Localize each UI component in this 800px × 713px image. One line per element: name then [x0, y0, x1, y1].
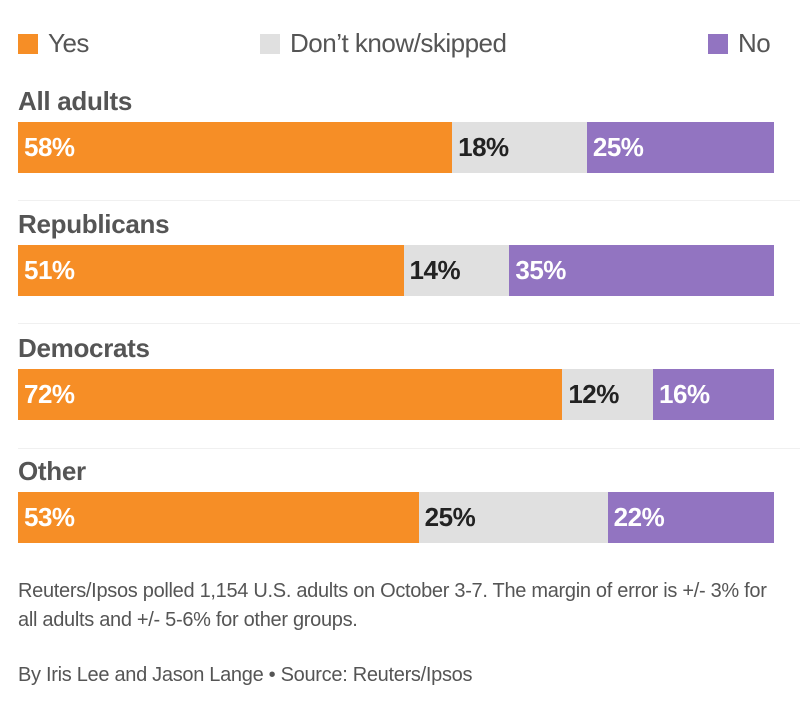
data-label: 25%: [424, 502, 476, 532]
legend-swatch-yes: [18, 33, 38, 54]
bar-segment-don-t-know-skipped: [403, 245, 510, 296]
legend-swatch-dont-know: [260, 33, 280, 54]
methodology-note: Reuters/Ipsos polled 1,154 U.S. adults o…: [18, 580, 767, 631]
bar-segment-yes: [18, 122, 453, 173]
data-label: 16%: [659, 379, 710, 409]
legend-label-yes: Yes: [48, 28, 89, 58]
group-other: Other 53% 25% 22%: [18, 454, 774, 543]
group-divider: [18, 200, 800, 201]
bar-segment-no: [509, 245, 774, 296]
data-label: 53%: [24, 502, 75, 532]
legend-item-dont-know: Don’t know/skipped: [260, 28, 507, 59]
bar-segment-no: [586, 122, 774, 173]
bar-segment-no: [607, 492, 774, 543]
byline: By Iris Lee and Jason Lange • Source: Re…: [18, 664, 473, 686]
group-all-adults: All adults 58% 18% 25%: [18, 84, 774, 173]
bar-segment-don-t-know-skipped: [562, 369, 654, 420]
group-democrats: Democrats 72% 12% 16%: [18, 331, 774, 420]
legend-swatch-no: [708, 33, 728, 54]
data-label: 14%: [409, 255, 461, 285]
bar-segment-yes: [18, 492, 419, 543]
data-label: 12%: [568, 379, 619, 409]
bar-segment-no: [653, 369, 774, 420]
stacked-bar: 72% 12% 16%: [18, 369, 774, 420]
legend: Yes Don’t know/skipped No: [18, 28, 774, 60]
legend-item-no: No: [708, 28, 771, 59]
stacked-bar: 58% 18% 25%: [18, 122, 774, 173]
bar-segment-don-t-know-skipped: [418, 492, 608, 543]
group-title: Republicans: [18, 209, 170, 239]
data-label: 51%: [24, 255, 75, 285]
data-label: 58%: [24, 132, 75, 162]
stacked-bar: 51% 14% 35%: [18, 245, 774, 296]
group-divider: [18, 448, 800, 449]
group-divider: [18, 323, 800, 324]
group-title: Democrats: [18, 333, 150, 363]
bar-segment-yes: [18, 245, 404, 296]
bar-segment-yes: [18, 369, 563, 420]
data-label: 35%: [515, 255, 566, 285]
legend-label-dont-know: Don’t know/skipped: [290, 28, 507, 58]
bar-segment-don-t-know-skipped: [452, 122, 587, 173]
data-label: 18%: [458, 132, 509, 162]
legend-label-no: No: [738, 28, 771, 58]
stacked-bar: 53% 25% 22%: [18, 492, 774, 543]
group-republicans: Republicans 51% 14% 35%: [18, 207, 774, 296]
group-title: All adults: [18, 86, 133, 116]
data-label: 25%: [592, 132, 644, 162]
data-label: 22%: [613, 502, 665, 532]
legend-item-yes: Yes: [18, 28, 89, 59]
group-title: Other: [18, 456, 86, 486]
data-label: 72%: [24, 379, 75, 409]
